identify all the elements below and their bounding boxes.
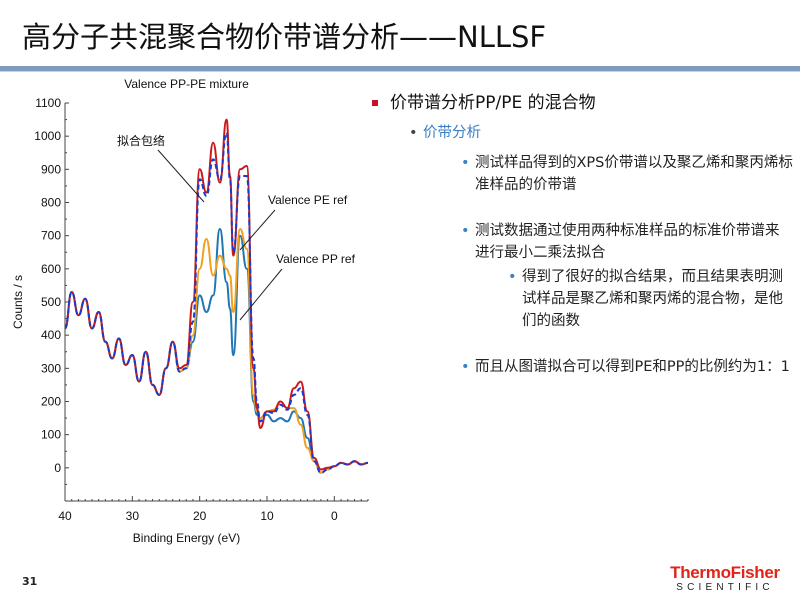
y-tick-label: 700	[41, 229, 61, 243]
bullet-dot-icon: •	[461, 359, 470, 375]
x-tick-label: 20	[193, 509, 207, 523]
series-line-0	[64, 118, 369, 471]
y-tick-label: 500	[41, 295, 61, 309]
chart-title: Valence PP-PE mixture	[124, 77, 249, 91]
valence-chart: Valence PP-PE mixture1100100090080070060…	[11, 77, 369, 545]
annotation-pp-ref: Valence PP ref	[276, 252, 356, 266]
title-underline-light	[0, 71, 800, 72]
y-tick-label: 0	[54, 461, 61, 475]
bullet-level1: 价带谱分析PP/PE 的混合物	[368, 92, 793, 114]
red-square-bullet-icon	[372, 100, 378, 106]
logo-line-1: ThermoFisher	[670, 563, 780, 582]
title-underline	[0, 66, 800, 71]
bullet-level2-text: 价带分析	[423, 125, 481, 141]
y-tick-label: 200	[41, 395, 61, 409]
bullet-dot-icon: •	[409, 125, 418, 141]
bullet-level1-text: 价带谱分析PP/PE 的混合物	[390, 93, 596, 113]
bullet-sub-1: • 得到了很好的拟合结果，而且结果表明测试样品是聚乙烯和聚丙烯的混合物，是他们的…	[508, 266, 793, 332]
annotation-leader-line	[239, 209, 276, 251]
bullet-item-3: • 而且从图谱拟合可以得到PE和PP的比例约为1：1	[461, 356, 793, 378]
bullet-item-3-text: 而且从图谱拟合可以得到PE和PP的比例约为1：1	[475, 359, 790, 375]
bullet-item-1: • 测试样品得到的XPS价带谱以及聚乙烯和聚丙烯标准样品的价带谱	[461, 152, 793, 196]
bullet-item-2: • 测试数据通过使用两种标准样品的标准价带谱来进行最小二乘法拟合	[461, 220, 793, 264]
y-tick-label: 400	[41, 328, 61, 342]
bullet-item-2-text: 测试数据通过使用两种标准样品的标准价带谱来进行最小二乘法拟合	[475, 223, 780, 261]
logo-line-2: SCIENTIFIC	[676, 582, 774, 593]
y-tick-label: 900	[41, 162, 61, 176]
y-tick-label: 1000	[34, 129, 61, 143]
bullet-dot-icon: •	[461, 223, 470, 239]
page-number: 31	[22, 575, 38, 588]
y-tick-label: 100	[41, 428, 61, 442]
thermofisher-logo: ThermoFisher SCIENTIFIC	[660, 563, 790, 594]
x-tick-label: 30	[126, 509, 140, 523]
x-axis-label: Binding Energy (eV)	[133, 531, 240, 545]
bullet-level2: • 价带分析	[409, 123, 793, 143]
y-tick-label: 800	[41, 196, 61, 210]
x-tick-label: 0	[331, 509, 338, 523]
y-tick-label: 1100	[35, 96, 61, 110]
annotation-leader-line	[239, 268, 283, 321]
series-line-1	[64, 131, 369, 474]
slide-title: 高分子共混聚合物价带谱分析——NLLSF	[22, 20, 547, 54]
bullet-sub-1-text: 得到了很好的拟合结果，而且结果表明测试样品是聚乙烯和聚丙烯的混合物，是他们的函数	[522, 269, 783, 329]
y-tick-label: 600	[41, 262, 61, 276]
x-tick-label: 10	[260, 509, 274, 523]
x-tick-label: 40	[58, 509, 72, 523]
annotation-leader-line	[157, 149, 205, 203]
annotation-fit-envelope: 拟合包络	[117, 133, 165, 148]
bullet-list: 价带谱分析PP/PE 的混合物 • 价带分析 • 测试样品得到的XPS价带谱以及…	[368, 90, 793, 378]
y-tick-label: 300	[41, 361, 61, 375]
annotation-pe-ref: Valence PE ref	[268, 193, 348, 207]
bullet-dot-icon: •	[461, 155, 470, 171]
bullet-item-1-text: 测试样品得到的XPS价带谱以及聚乙烯和聚丙烯标准样品的价带谱	[475, 155, 793, 193]
bullet-dot-icon: •	[508, 269, 517, 285]
y-axis-label: Counts / s	[11, 275, 25, 329]
